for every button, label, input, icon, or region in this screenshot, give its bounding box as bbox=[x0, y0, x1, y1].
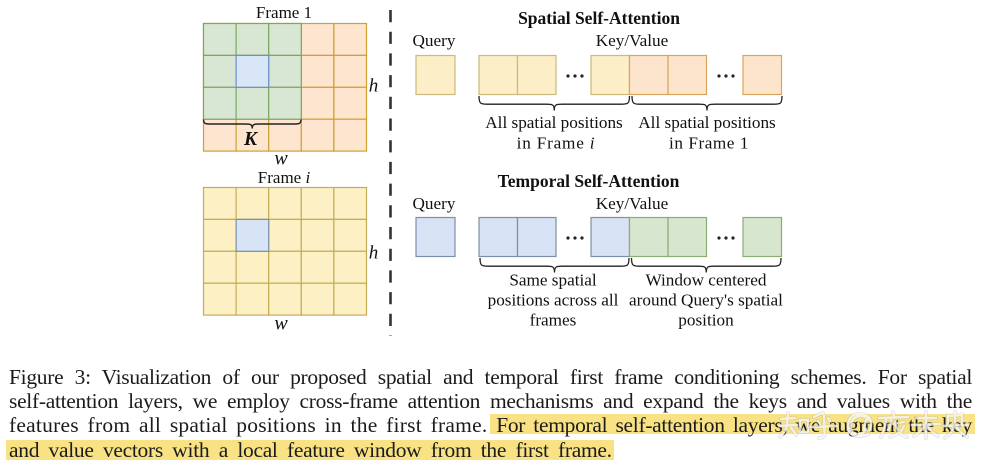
svg-text:in Frame i: in Frame i bbox=[517, 134, 596, 153]
svg-text:Key/Value: Key/Value bbox=[596, 194, 669, 213]
svg-text:around Query's spatial: around Query's spatial bbox=[629, 291, 783, 310]
svg-text:frames: frames bbox=[530, 311, 577, 330]
svg-text:w: w bbox=[274, 313, 288, 335]
svg-text:Temporal Self-Attention: Temporal Self-Attention bbox=[498, 171, 680, 191]
svg-text:All spatial positions: All spatial positions bbox=[485, 113, 623, 132]
svg-text:positions across all: positions across all bbox=[488, 291, 619, 310]
svg-text:Same spatial: Same spatial bbox=[509, 271, 597, 290]
svg-text:All spatial positions: All spatial positions bbox=[638, 113, 776, 132]
svg-text:position: position bbox=[678, 311, 734, 330]
svg-text:Frame i: Frame i bbox=[258, 168, 311, 187]
svg-text:w: w bbox=[274, 148, 288, 170]
svg-text:h: h bbox=[369, 76, 379, 97]
svg-text:Frame 1: Frame 1 bbox=[256, 3, 312, 22]
svg-text:Query: Query bbox=[413, 31, 456, 50]
svg-text:K: K bbox=[243, 129, 259, 150]
svg-text:h: h bbox=[369, 243, 379, 264]
svg-text:Window centered: Window centered bbox=[645, 271, 766, 290]
svg-text:Spatial Self-Attention: Spatial Self-Attention bbox=[518, 8, 680, 28]
svg-text:Query: Query bbox=[413, 194, 456, 213]
svg-text:Key/Value: Key/Value bbox=[596, 31, 669, 50]
svg-text:in Frame 1: in Frame 1 bbox=[669, 134, 749, 153]
